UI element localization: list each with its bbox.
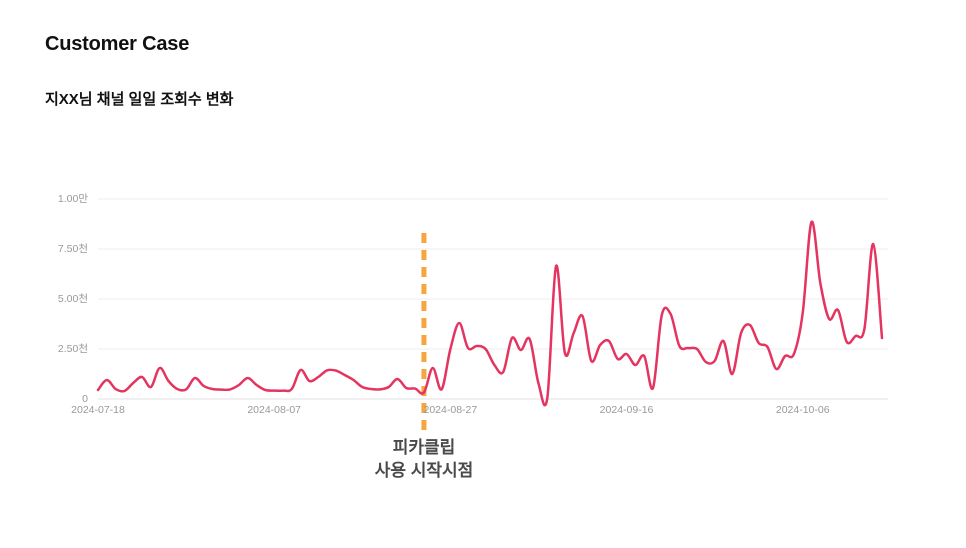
y-axis-tick-label: 1.00만 (57, 193, 88, 205)
x-axis-tick-label: 2024-07-18 (71, 404, 125, 416)
y-axis-tick-label: 7.50천 (57, 243, 88, 255)
x-axis-tick-label: 2024-08-07 (247, 404, 302, 416)
marker-annotation-line1: 피카클립 (392, 438, 456, 457)
x-axis-tick-label: 2024-10-06 (775, 404, 830, 416)
y-axis-tick-label: 2.50천 (57, 343, 88, 355)
y-axis-tick-label: 0 (82, 393, 88, 405)
x-axis-tick-label: 2024-08-27 (423, 404, 478, 416)
y-axis-tick-label: 5.00천 (57, 293, 88, 305)
chart-title: 지XX님 채널 일일 조회수 변화 (45, 91, 234, 108)
x-axis-tick-label: 2024-09-16 (599, 404, 654, 416)
page-title: Customer Case (45, 33, 190, 55)
views-line-series (96, 220, 884, 407)
marker-annotation: 피카클립 사용 시작시점 (314, 436, 534, 482)
marker-annotation-line2: 사용 시작시점 (374, 461, 474, 480)
